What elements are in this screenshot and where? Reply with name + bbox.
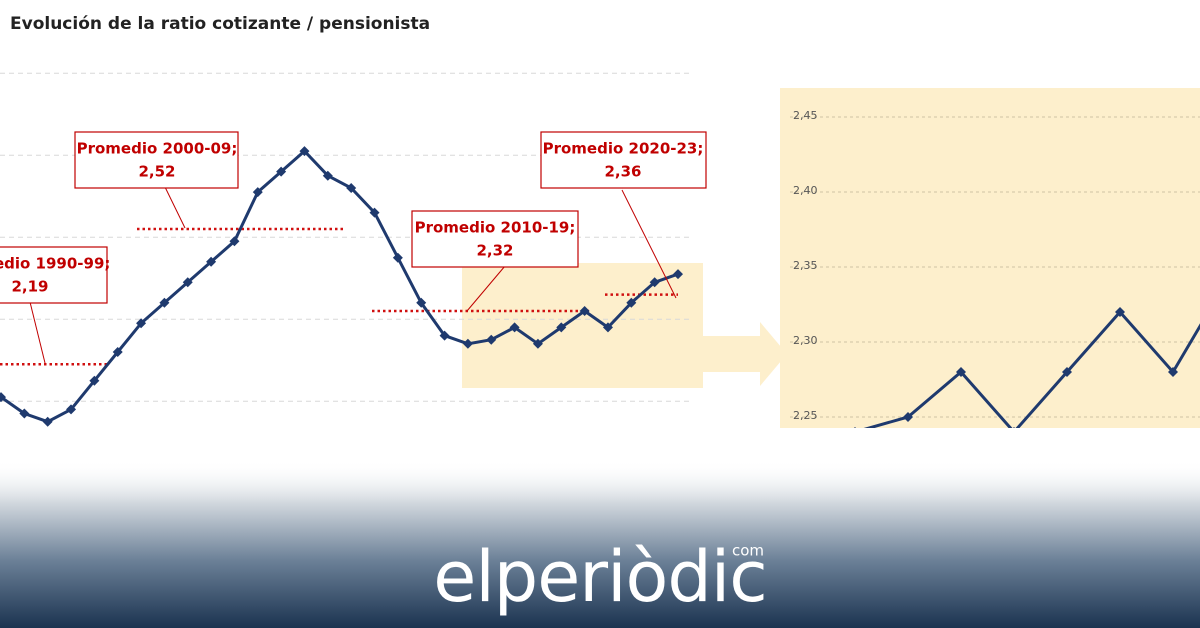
logo: elperiòdic [433, 536, 766, 618]
inset-plot: 2,25 2,30 2,35 2,40 2,45 [790, 109, 1200, 428]
leader-line [466, 265, 506, 312]
data-point [439, 330, 450, 341]
data-point [1013, 427, 1015, 428]
data-point [556, 322, 567, 333]
data-point [903, 412, 913, 422]
data-point [346, 183, 357, 193]
data-point [136, 318, 147, 329]
data-point [276, 166, 287, 177]
data-point [626, 297, 637, 308]
data-point [1062, 367, 1072, 377]
annotation-text: Promedio 2000-09; [77, 140, 238, 158]
data-point [299, 146, 310, 157]
annotation-value: 2,19 [11, 278, 48, 296]
annotation-box [411, 210, 579, 268]
data-point [956, 367, 966, 377]
data-point [182, 277, 193, 288]
data-point [159, 297, 170, 308]
data-point [19, 408, 30, 419]
annotation-value: 2,52 [138, 163, 175, 181]
data-point [486, 334, 497, 345]
data-point [322, 170, 333, 181]
annotation-text: Promedio 2010-19; [415, 219, 576, 237]
data-line [863, 309, 1200, 428]
leader-line [621, 189, 677, 299]
y-tick-label: 2,25 [793, 409, 818, 422]
data-point [532, 338, 543, 349]
data-point [369, 207, 380, 218]
y-tick-label: 2,30 [793, 334, 818, 347]
data-point [602, 322, 613, 333]
data-point [206, 256, 217, 267]
data-point [392, 252, 403, 263]
annotation-box [0, 246, 108, 304]
y-tick-label: 2,45 [793, 109, 818, 122]
data-point [0, 392, 6, 403]
annotation-value: 2,32 [476, 242, 513, 260]
main-plot: Promedio 1990-99; 2,19 Promedio 2000-09; 2,… [0, 72, 707, 427]
data-point [509, 322, 520, 333]
annotation-box [540, 131, 707, 189]
data-point [673, 269, 683, 280]
y-tick-label: 2,35 [793, 259, 818, 272]
leader-line [164, 186, 186, 229]
annotation-text: Promedio 1990-99; [0, 255, 110, 273]
data-point [89, 375, 100, 386]
logo-suffix: com [732, 542, 764, 560]
data-point [854, 427, 856, 428]
annotation-box [74, 131, 239, 189]
y-tick-label: 2,40 [793, 184, 818, 197]
chart-title: Evolución de la ratio cotizante / pensio… [10, 14, 430, 34]
leader-line [29, 301, 46, 364]
data-point [112, 347, 123, 357]
data-point [229, 236, 240, 247]
data-point [649, 277, 660, 288]
data-point [416, 297, 427, 308]
footer-band [0, 460, 1200, 628]
zoom-arrow [703, 322, 787, 386]
data-point [462, 338, 473, 349]
data-line [0, 149, 679, 424]
annotation-value: 2,36 [604, 163, 641, 181]
data-point [66, 404, 77, 415]
data-point [579, 306, 590, 316]
data-point [1168, 367, 1178, 377]
data-point [252, 187, 263, 198]
data-point [1115, 307, 1125, 317]
data-point [42, 416, 53, 427]
highlight-region [462, 263, 703, 388]
annotation-text: Promedio 2020-23; [543, 140, 704, 158]
inset-background [780, 88, 1200, 428]
